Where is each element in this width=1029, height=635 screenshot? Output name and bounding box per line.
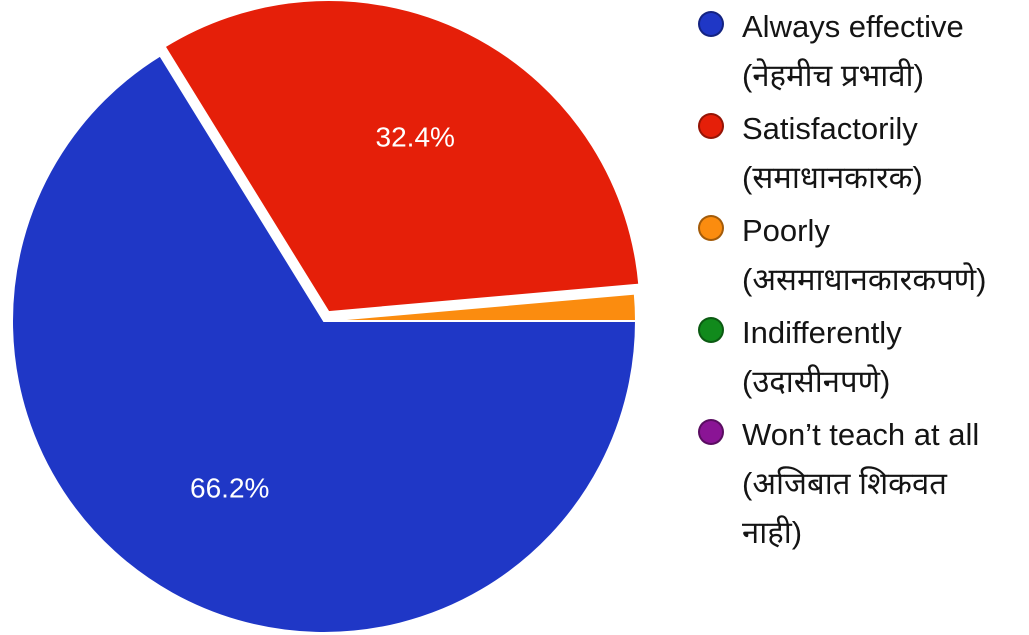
legend-swatch-poorly — [698, 215, 724, 241]
legend-label-indifferently: Indifferently (उदासीनपणे) — [742, 315, 902, 399]
legend-label-always-effective: Always effective (नेहमीच प्रभावी) — [742, 9, 964, 93]
legend: Always effective (नेहमीच प्रभावी) Satisf… — [690, 0, 1025, 557]
slice-label-1: 32.4% — [376, 122, 455, 153]
legend-swatch-indifferently — [698, 317, 724, 343]
legend-item-poorly: Poorly (असमाधानकारकपणे) — [690, 206, 1025, 304]
legend-label-satisfactorily: Satisfactorily (समाधानकारक) — [742, 111, 923, 195]
legend-item-wont-teach-at-all: Won’t teach at all (अजिबात शिकवत नाही) — [690, 410, 1025, 557]
legend-swatch-wont-teach-at-all — [698, 419, 724, 445]
slice-label-0: 66.2% — [190, 472, 269, 503]
legend-swatch-always-effective — [698, 11, 724, 37]
legend-swatch-satisfactorily — [698, 113, 724, 139]
legend-label-poorly: Poorly (असमाधानकारकपणे) — [742, 213, 987, 297]
pie-slice-1 — [163, 0, 641, 314]
legend-item-indifferently: Indifferently (उदासीनपणे) — [690, 308, 1025, 406]
legend-item-satisfactorily: Satisfactorily (समाधानकारक) — [690, 104, 1025, 202]
pie-slice-0 — [11, 54, 638, 634]
pie-slice-2 — [323, 292, 638, 322]
legend-item-always-effective: Always effective (नेहमीच प्रभावी) — [690, 2, 1025, 100]
pie-chart: 66.2% 32.4% — [11, 0, 641, 634]
legend-label-wont-teach-at-all: Won’t teach at all (अजिबात शिकवत नाही) — [742, 417, 980, 550]
